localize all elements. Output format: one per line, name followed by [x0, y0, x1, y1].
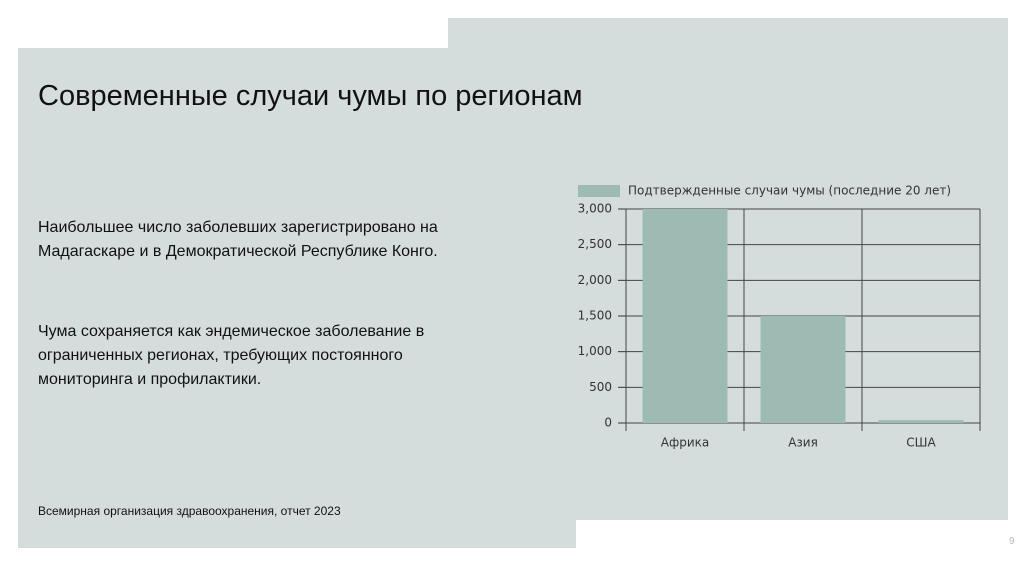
- legend-label: Подтвержденные случаи чумы (последние 20…: [628, 184, 951, 198]
- y-tick-label: 3,000: [578, 202, 612, 216]
- bar: [878, 420, 964, 423]
- slide-title: Современные случаи чумы по регионам: [38, 80, 583, 112]
- background-panel: [18, 18, 1008, 548]
- y-tick-label: 500: [589, 380, 612, 394]
- y-tick-label: 0: [604, 416, 612, 430]
- source-note: Всемирная организация здравоохранения, о…: [38, 504, 341, 518]
- paragraph: Чума сохраняется как эндемическое заболе…: [38, 323, 425, 388]
- x-tick-label: США: [906, 436, 936, 450]
- bar: [760, 316, 846, 423]
- y-tick-label: 2,000: [578, 273, 612, 287]
- legend-swatch: [578, 185, 620, 197]
- y-tick-label: 1,000: [578, 344, 612, 358]
- paragraph: Наибольшее число заболевших зарегистриро…: [38, 219, 438, 260]
- y-tick-label: 2,500: [578, 237, 612, 251]
- page-number: 9: [1009, 536, 1015, 547]
- bar: [642, 209, 728, 423]
- x-tick-label: Африка: [661, 436, 710, 450]
- x-tick-label: Азия: [788, 436, 818, 450]
- y-tick-label: 1,500: [578, 309, 612, 323]
